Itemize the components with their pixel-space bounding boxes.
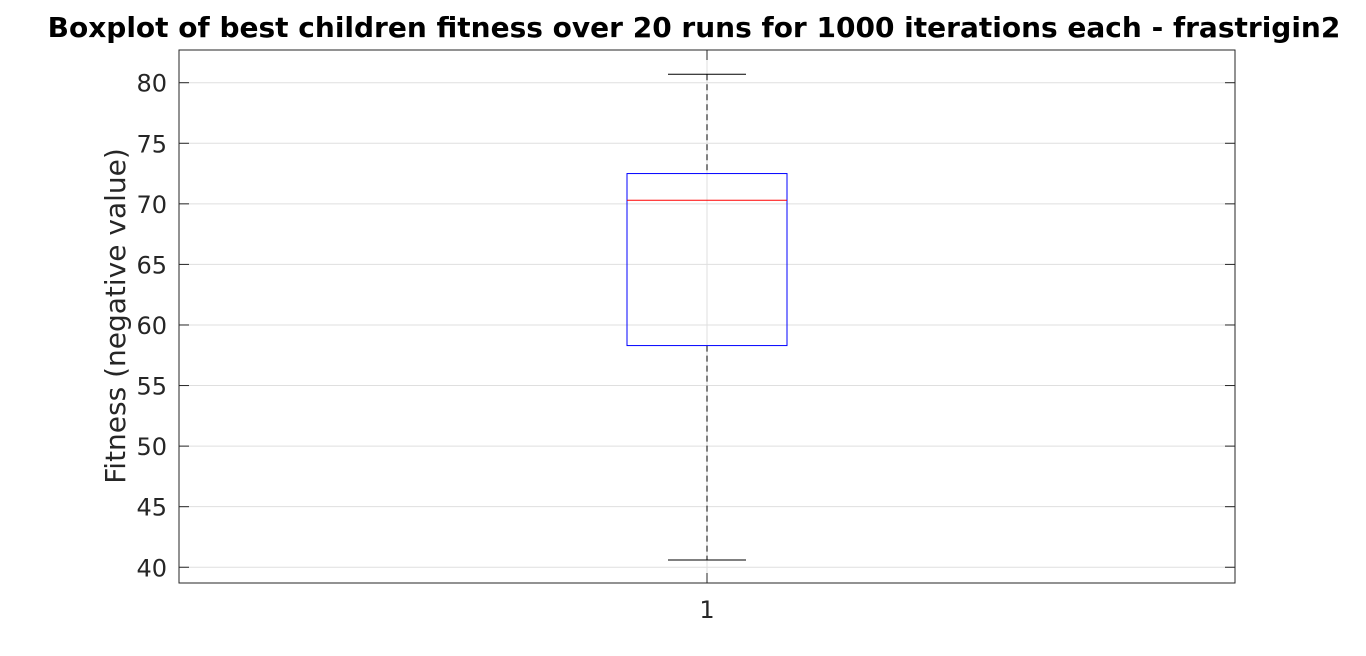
y-tick-label: 40	[136, 554, 167, 582]
chart-title: Boxplot of best children fitness over 20…	[48, 11, 1341, 44]
x-tick-label: 1	[699, 596, 714, 624]
box-iqr	[626, 173, 788, 347]
y-tick-label: 50	[136, 433, 167, 461]
y-tick-label: 55	[136, 373, 167, 401]
grid-lines	[179, 50, 1235, 583]
y-tick-label: 80	[136, 70, 167, 98]
y-axis-label: Fitness (negative value)	[99, 148, 132, 484]
axes: 40 45 50 55 60 65 70 75 80 1	[136, 49, 1236, 624]
plot-area	[626, 73, 788, 561]
y-tick-label: 70	[136, 191, 167, 219]
y-tick-label: 65	[136, 251, 167, 279]
y-tick-label: 60	[136, 312, 167, 340]
y-tick-label: 45	[136, 494, 167, 522]
y-tick-label: 75	[136, 130, 167, 158]
